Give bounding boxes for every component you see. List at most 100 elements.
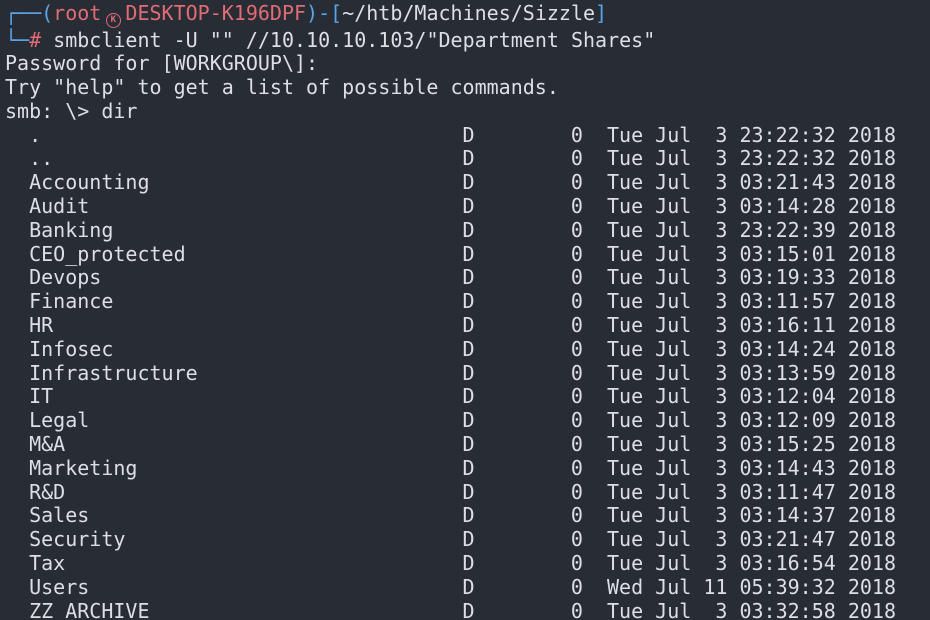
dir-name: Marketing <box>29 455 138 480</box>
dir-name: Finance <box>29 289 114 314</box>
listing-row: CEO_protected D 0 Tue Jul 3 03:15:01 2018 <box>5 241 930 267</box>
dir-size: 0 <box>570 313 583 338</box>
dir-name: Sales <box>29 503 90 528</box>
listing-row: M&A D 0 Tue Jul 3 03:15:25 2018 <box>5 432 930 457</box>
dir-size: 0 <box>570 574 583 599</box>
dir-size: 0 <box>570 455 583 480</box>
dir-name: Devops <box>29 265 102 290</box>
kali-symbol-icon: K <box>101 13 125 29</box>
dir-name: Infosec <box>29 336 114 361</box>
dir-name: Infrastructure <box>29 360 198 385</box>
dir-name: .. <box>29 146 54 171</box>
dir-date: Tue Jul 3 03:11:47 2018 <box>607 479 896 504</box>
dir-size: 0 <box>570 432 583 457</box>
dir-date: Tue Jul 3 03:16:11 2018 <box>607 313 896 338</box>
listing-row: Sales D 0 Tue Jul 3 03:14:37 2018 <box>5 504 930 528</box>
directory-listing: . D 0 Tue Jul 3 23:22:32 2018.. D 0 Tue Jul 3 … <box>5 122 930 620</box>
prompt-user: root <box>53 1 102 25</box>
dir-attr: D <box>462 503 475 528</box>
dir-date: Tue Jul 3 23:22:32 2018 <box>607 146 896 171</box>
dir-size: 0 <box>570 194 583 219</box>
listing-row: Accounting D 0 Tue Jul 3 03:21:43 2018 <box>5 170 930 195</box>
dir-date: Tue Jul 3 03:14:43 2018 <box>607 455 896 480</box>
listing-row: Infosec D 0 Tue Jul 3 03:14:24 2018 <box>5 336 930 362</box>
dir-name: Users <box>29 574 90 599</box>
prompt-path: ~/htb/Machines/Sizzle <box>342 1 596 25</box>
dir-attr: D <box>462 527 475 552</box>
dir-attr: D <box>462 336 475 361</box>
dir-date: Tue Jul 3 03:15:25 2018 <box>607 432 896 457</box>
prompt-frame-end: ] <box>595 1 608 25</box>
dir-date: Tue Jul 3 03:16:54 2018 <box>607 551 896 576</box>
dir-attr: D <box>462 194 475 219</box>
dir-size: 0 <box>570 598 583 620</box>
dir-attr: D <box>462 455 475 480</box>
dir-date: Tue Jul 3 03:14:24 2018 <box>607 336 896 361</box>
listing-row: Users D 0 Wed Jul 11 05:39:32 2018 <box>5 574 930 600</box>
dir-size: 0 <box>570 122 583 147</box>
dir-date: Tue Jul 3 03:19:33 2018 <box>607 265 896 290</box>
dir-name: Audit <box>29 194 90 219</box>
dir-size: 0 <box>570 360 583 385</box>
dir-date: Tue Jul 3 03:11:57 2018 <box>607 289 896 314</box>
dir-attr: D <box>462 408 475 433</box>
dir-attr: D <box>462 360 475 385</box>
dir-size: 0 <box>570 551 583 576</box>
dir-size: 0 <box>570 265 583 290</box>
listing-row: Banking D 0 Tue Jul 3 23:22:39 2018 <box>5 217 930 243</box>
dir-attr: D <box>462 432 475 457</box>
dir-date: Tue Jul 3 03:15:01 2018 <box>607 241 896 266</box>
dir-attr: D <box>462 146 475 171</box>
prompt-char: # <box>29 27 42 52</box>
listing-row: Finance D 0 Tue Jul 3 03:11:57 2018 <box>5 289 930 314</box>
dir-date: Tue Jul 3 23:22:39 2018 <box>607 217 896 242</box>
listing-row: IT D 0 Tue Jul 3 03:12:04 2018 <box>5 385 930 409</box>
prompt-line-top: ┌──(root K DESKTOP-K196DPF)-[~/htb/Machine… <box>5 1 930 29</box>
dir-attr: D <box>462 217 475 242</box>
dir-date: Tue Jul 3 03:32:58 2018 <box>607 598 896 620</box>
dir-attr: D <box>462 574 475 599</box>
listing-row: Infrastructure D 0 Tue Jul 3 03:13:59 2018 <box>5 360 930 386</box>
dir-attr: D <box>462 122 475 147</box>
help-hint-line: Try "help" to get a list of possible com… <box>5 75 559 100</box>
dir-name: IT <box>29 384 54 409</box>
dir-size: 0 <box>570 217 583 242</box>
dir-attr: D <box>462 170 475 195</box>
listing-row: ZZ_ARCHIVE D 0 Tue Jul 3 03:32:58 2018 <box>5 598 930 620</box>
dir-size: 0 <box>570 408 583 433</box>
dir-size: 0 <box>570 527 583 552</box>
dir-name: Legal <box>29 408 90 433</box>
dir-size: 0 <box>570 146 583 171</box>
listing-row: .. D 0 Tue Jul 3 23:22:32 2018 <box>5 147 930 171</box>
dir-attr: D <box>462 551 475 576</box>
dir-name: Banking <box>29 217 114 242</box>
dir-date: Tue Jul 3 03:12:09 2018 <box>607 408 896 433</box>
dir-attr: D <box>462 479 475 504</box>
dir-size: 0 <box>570 170 583 195</box>
prompt-frame-bottom: └─ <box>5 27 30 52</box>
dir-size: 0 <box>570 336 583 361</box>
dir-date: Tue Jul 3 03:21:47 2018 <box>607 527 896 552</box>
dir-date: Tue Jul 3 03:14:28 2018 <box>607 194 896 219</box>
password-prompt-line: Password for [WORKGROUP\]: <box>5 51 319 76</box>
dir-size: 0 <box>570 384 583 409</box>
listing-row: . D 0 Tue Jul 3 23:22:32 2018 <box>5 122 930 148</box>
listing-row: Security D 0 Tue Jul 3 03:21:47 2018 <box>5 527 930 552</box>
listing-row: R&D D 0 Tue Jul 3 03:11:47 2018 <box>5 479 930 505</box>
listing-row: Legal D 0 Tue Jul 3 03:12:09 2018 <box>5 408 930 433</box>
dir-size: 0 <box>570 241 583 266</box>
dir-size: 0 <box>570 479 583 504</box>
dir-attr: D <box>462 384 475 409</box>
prompt-line-bottom: └─# smbclient -U "" //10.10.10.103/"Depa… <box>5 27 930 53</box>
listing-row: Audit D 0 Tue Jul 3 03:14:28 2018 <box>5 194 930 219</box>
command-text: smbclient -U "" //10.10.10.103/"Departme… <box>41 27 656 52</box>
dir-attr: D <box>462 313 475 338</box>
dir-attr: D <box>462 289 475 314</box>
dir-attr: D <box>462 598 475 620</box>
dir-attr: D <box>462 241 475 266</box>
dir-name: CEO_protected <box>29 241 186 266</box>
dir-attr: D <box>462 265 475 290</box>
dir-date: Tue Jul 3 03:13:59 2018 <box>607 360 896 385</box>
dir-name: Security <box>29 527 126 552</box>
